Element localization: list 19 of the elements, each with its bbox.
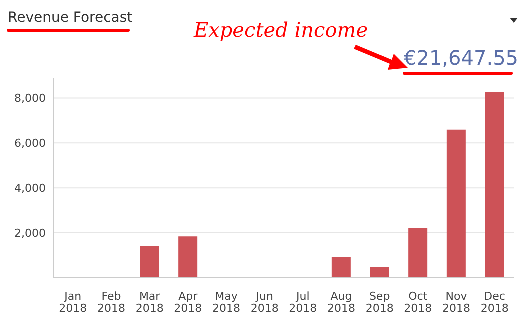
y-tick-label: 4,000 — [14, 182, 46, 196]
y-tick-label: 2,000 — [14, 226, 46, 240]
x-tick-label: Nov 2018 — [442, 290, 470, 315]
x-tick-label: Apr 2018 — [174, 290, 202, 315]
text: Expected income — [194, 18, 368, 42]
chart-title: Revenue Forecast — [8, 10, 133, 26]
x-tick-label: Jan 2018 — [59, 290, 88, 315]
x-tick-label: Aug 2018 — [328, 290, 356, 315]
x-tick-label: May 2018 — [212, 290, 240, 315]
text: €21,647.55 — [404, 46, 519, 70]
x-tick-label: Dec 2018 — [480, 290, 509, 315]
x-tick-label: Sep 2018 — [366, 290, 394, 315]
x-tick-label: Mar 2018 — [136, 290, 164, 315]
x-tick-label: Jul 2018 — [289, 290, 318, 315]
x-tick-label: Feb 2018 — [98, 290, 126, 315]
y-tick-label: 6,000 — [14, 137, 46, 150]
y-tick-label: 8,000 — [14, 92, 46, 106]
x-tick-label: Jun 2018 — [250, 290, 279, 315]
x-tick-label: Oct 2018 — [404, 290, 432, 315]
